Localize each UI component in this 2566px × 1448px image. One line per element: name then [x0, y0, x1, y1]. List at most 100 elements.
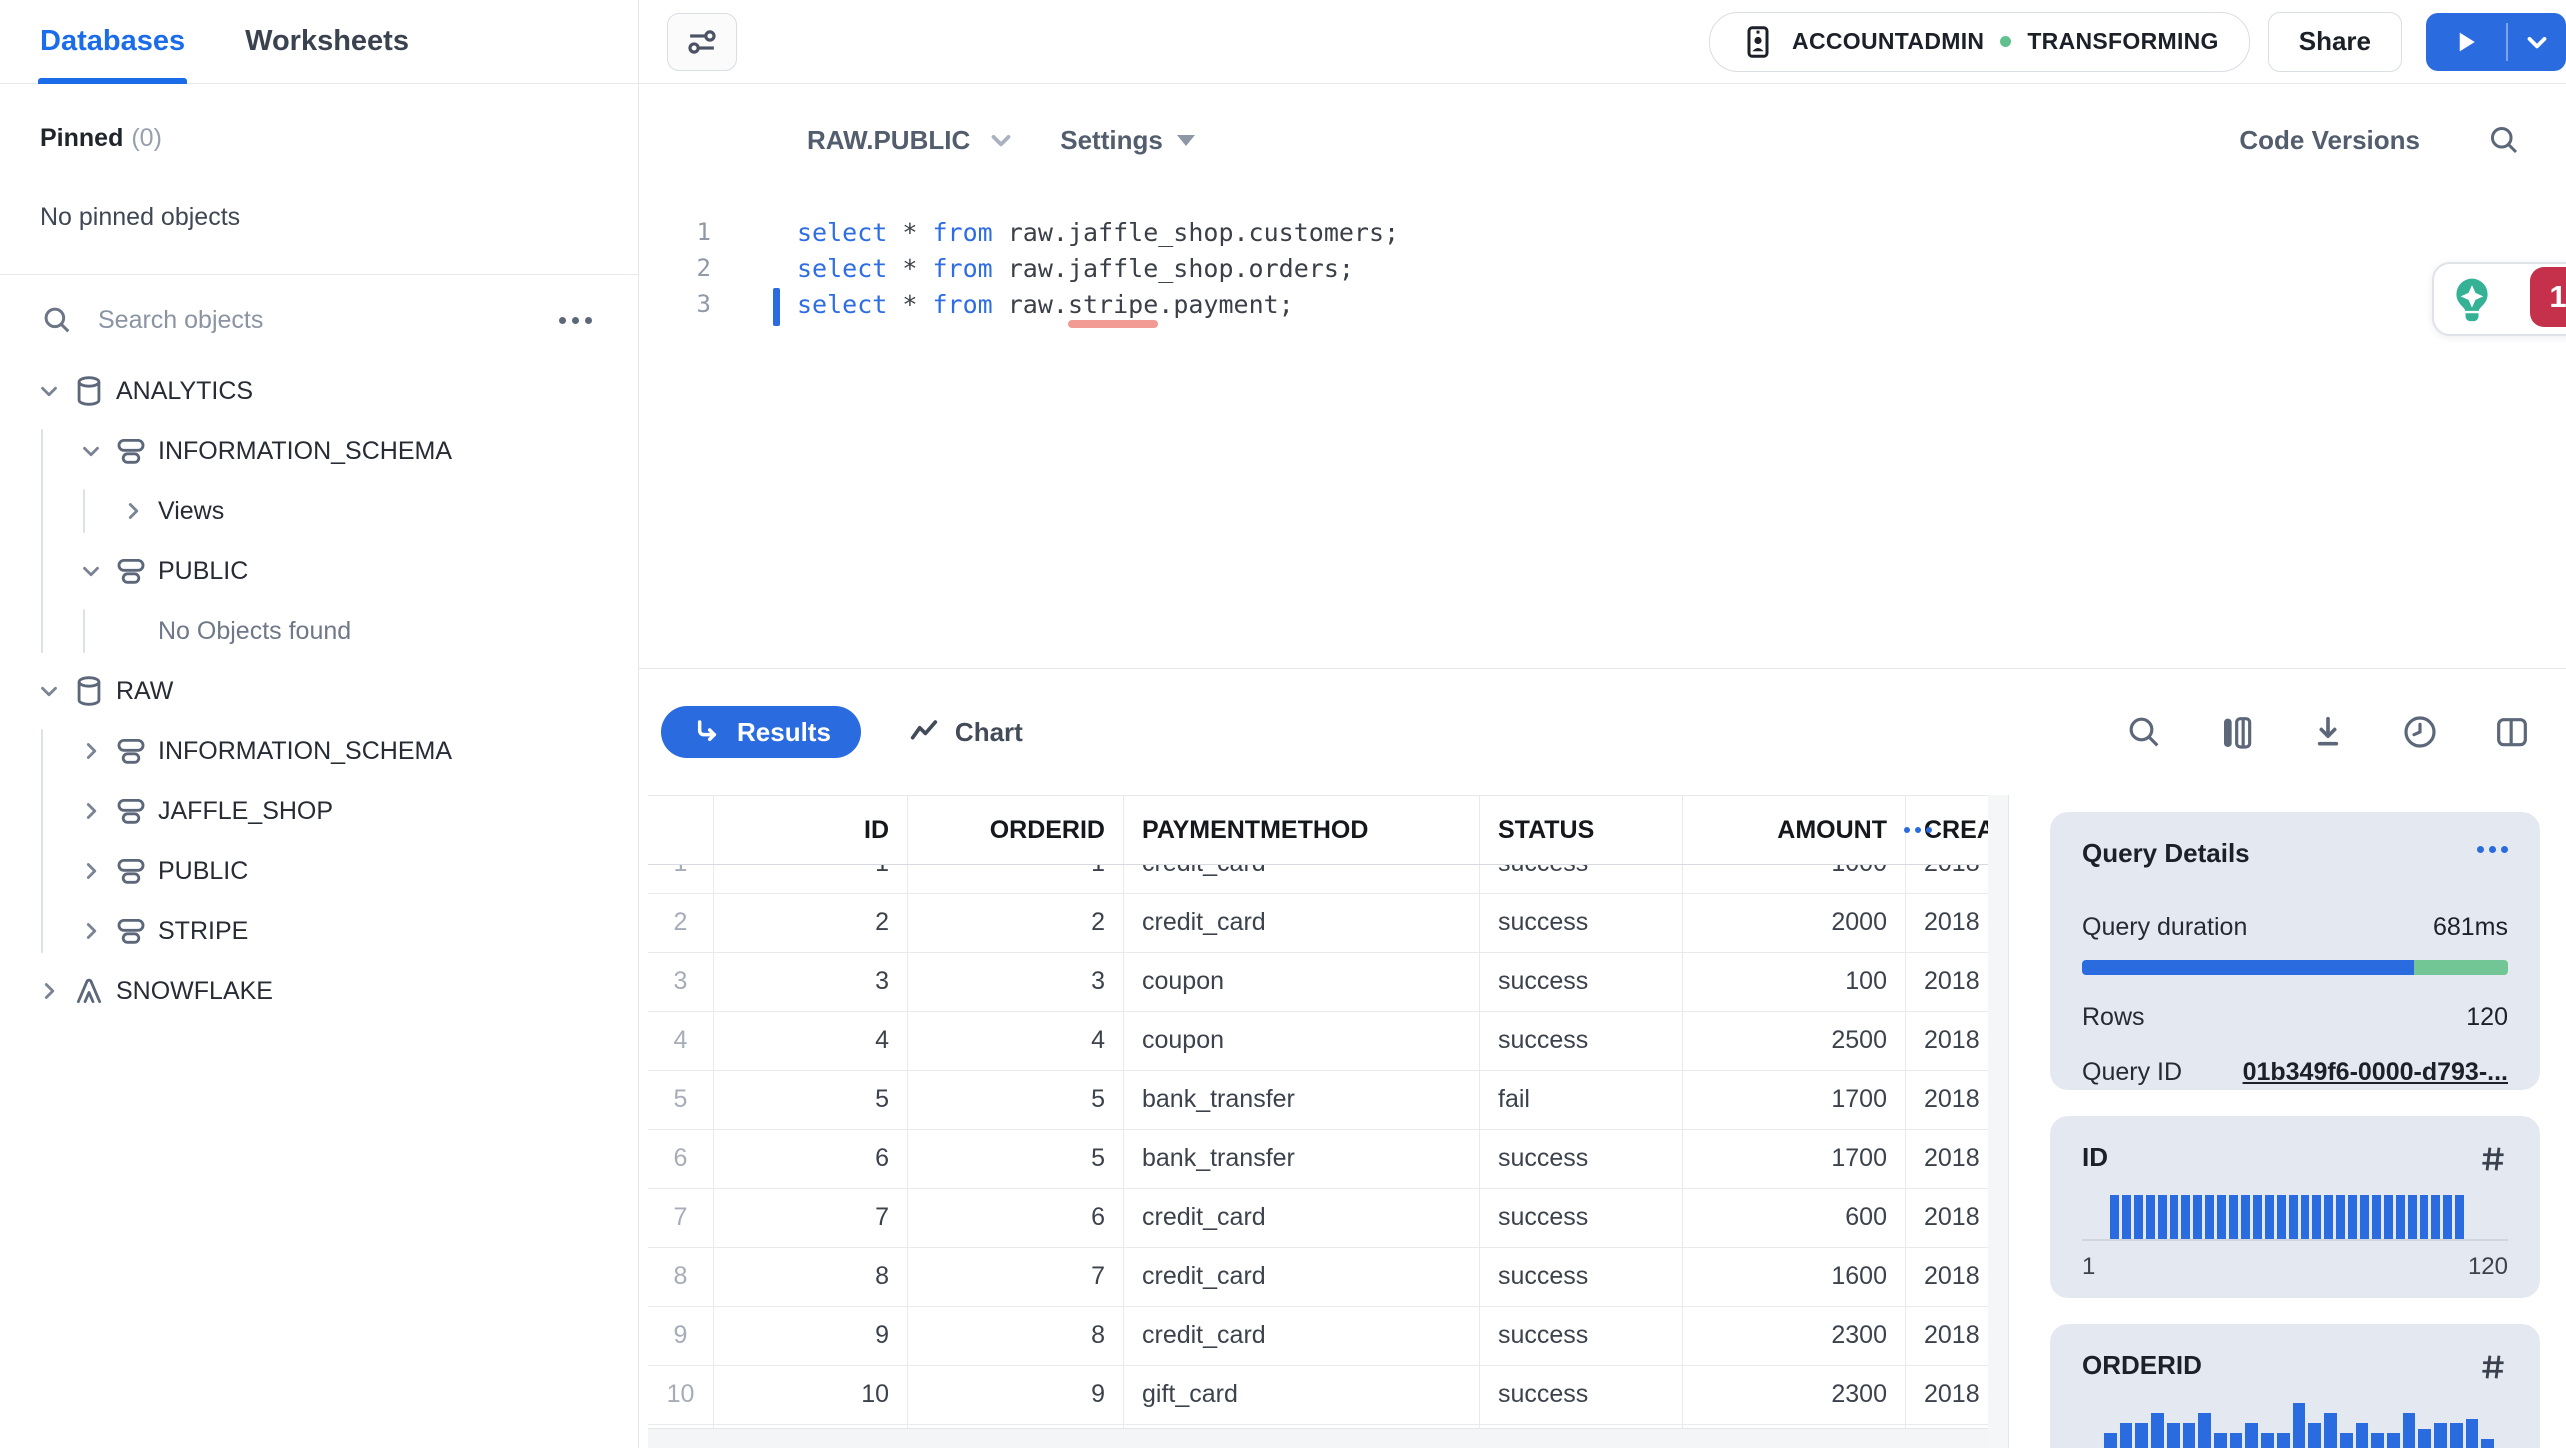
cell-status[interactable]: success [1480, 1012, 1683, 1070]
column-header-amount[interactable]: AMOUNT [1683, 796, 1906, 864]
cell-created[interactable]: 2018 [1906, 1012, 1988, 1070]
cell-orderid[interactable]: 5 [908, 1130, 1124, 1188]
table-scroll-viewport[interactable]: 111credit_cardsuccess10002018222credit_c… [648, 864, 1988, 1429]
cell-amount[interactable]: 2300 [1683, 1366, 1906, 1424]
cell-amount[interactable]: 1700 [1683, 1071, 1906, 1129]
row-number-cell[interactable]: 3 [648, 953, 714, 1011]
cell-amount[interactable]: 1600 [1683, 1248, 1906, 1306]
chevron-down-icon[interactable] [30, 674, 68, 708]
row-number-cell[interactable]: 6 [648, 1130, 714, 1188]
cell-paymentmethod[interactable]: credit_card [1124, 1248, 1480, 1306]
chevron-right-icon[interactable] [72, 854, 110, 888]
cell-id[interactable]: 5 [714, 1071, 908, 1129]
horizontal-scrollbar[interactable] [648, 1428, 1988, 1448]
row-number-cell[interactable]: 5 [648, 1071, 714, 1129]
cell-status[interactable]: success [1480, 1189, 1683, 1247]
cell-created[interactable]: 2018 [1906, 1130, 1988, 1188]
row-number-cell[interactable]: 1 [648, 864, 714, 893]
tree-item-snowflake[interactable]: SNOWFLAKE [0, 961, 638, 1021]
row-number-cell[interactable]: 9 [648, 1307, 714, 1365]
cell-status[interactable]: success [1480, 894, 1683, 952]
cell-id[interactable]: 3 [714, 953, 908, 1011]
tree-item-views[interactable]: Views [0, 481, 638, 541]
column-header-orderid[interactable]: ORDERID [908, 796, 1124, 864]
cell-orderid[interactable]: 4 [908, 1012, 1124, 1070]
tab-databases[interactable]: Databases [37, 0, 188, 84]
tree-item-raw[interactable]: RAW [0, 661, 638, 721]
editor-options-button[interactable] [667, 12, 737, 71]
chevron-right-icon[interactable] [72, 794, 110, 828]
cell-status[interactable]: success [1480, 1130, 1683, 1188]
cell-id[interactable]: 8 [714, 1248, 908, 1306]
cell-created[interactable]: 2018 [1906, 953, 1988, 1011]
row-number-cell[interactable]: 7 [648, 1189, 714, 1247]
chevron-down-icon[interactable] [72, 434, 110, 468]
column-header-created[interactable]: CREATED [1906, 796, 1988, 864]
cell-created[interactable]: 2018 [1906, 1071, 1988, 1129]
cell-status[interactable]: success [1480, 953, 1683, 1011]
editor-search-button[interactable] [2486, 122, 2522, 158]
copilot-suggestion-widget[interactable]: 1 [2432, 262, 2566, 336]
cell-id[interactable]: 6 [714, 1130, 908, 1188]
cell-orderid[interactable]: 3 [908, 953, 1124, 1011]
tab-chart[interactable]: Chart [907, 715, 1023, 749]
tree-item-stripe[interactable]: STRIPE [0, 901, 638, 961]
tree-item-information-schema[interactable]: INFORMATION_SCHEMA [0, 421, 638, 481]
column-header-status[interactable]: STATUS [1480, 796, 1683, 864]
cell-status[interactable]: success [1480, 864, 1683, 893]
cell-id[interactable]: 9 [714, 1307, 908, 1365]
chevron-down-icon[interactable] [72, 554, 110, 588]
numeric-column-icon[interactable] [2476, 1350, 2510, 1384]
cell-paymentmethod[interactable]: credit_card [1124, 894, 1480, 952]
chevron-right-icon[interactable] [114, 494, 152, 528]
cell-created[interactable]: 2018 [1906, 894, 1988, 952]
code-line-1[interactable]: 1 select * from raw.jaffle_shop.customers… [639, 214, 2566, 250]
numeric-column-icon[interactable] [2476, 1142, 2510, 1176]
history-clock-button[interactable] [2396, 708, 2444, 756]
cell-created[interactable]: 2018 [1906, 864, 1988, 893]
row-number-cell[interactable]: 2 [648, 894, 714, 952]
cell-paymentmethod[interactable]: coupon [1124, 1012, 1480, 1070]
chevron-right-icon[interactable] [72, 734, 110, 768]
column-header-paymentmethod[interactable]: PAYMENTMETHOD [1124, 796, 1480, 864]
cell-id[interactable]: 10 [714, 1366, 908, 1424]
cell-amount[interactable]: 1700 [1683, 1130, 1906, 1188]
cell-status[interactable]: fail [1480, 1071, 1683, 1129]
columns-button[interactable] [2212, 708, 2260, 756]
cell-id[interactable]: 1 [714, 864, 908, 893]
cell-orderid[interactable]: 7 [908, 1248, 1124, 1306]
cell-orderid[interactable]: 5 [908, 1071, 1124, 1129]
row-number-cell[interactable]: 10 [648, 1366, 714, 1424]
tree-item-public[interactable]: PUBLIC [0, 841, 638, 901]
cell-paymentmethod[interactable]: credit_card [1124, 1189, 1480, 1247]
cell-amount[interactable]: 600 [1683, 1189, 1906, 1247]
tree-item-jaffle-shop[interactable]: JAFFLE_SHOP [0, 781, 638, 841]
tree-item-public[interactable]: PUBLIC [0, 541, 638, 601]
objects-overflow-menu[interactable] [553, 311, 598, 330]
query-id-link[interactable]: 01b349f6-0000-d793-... [2242, 1058, 2508, 1086]
cell-paymentmethod[interactable]: coupon [1124, 953, 1480, 1011]
search-results-button[interactable] [2120, 708, 2168, 756]
cell-orderid[interactable]: 2 [908, 894, 1124, 952]
cell-created[interactable]: 2018 [1906, 1366, 1988, 1424]
row-number-cell[interactable]: 8 [648, 1248, 714, 1306]
cell-status[interactable]: success [1480, 1366, 1683, 1424]
code-versions-button[interactable]: Code Versions [2239, 124, 2420, 155]
cell-orderid[interactable]: 8 [908, 1307, 1124, 1365]
cell-amount[interactable]: 2300 [1683, 1307, 1906, 1365]
tree-item-information-schema[interactable]: INFORMATION_SCHEMA [0, 721, 638, 781]
chevron-right-icon[interactable] [30, 974, 68, 1008]
context-selector-button[interactable]: ACCOUNTADMIN TRANSFORMING [1709, 11, 2250, 72]
cell-created[interactable]: 2018 [1906, 1307, 1988, 1365]
column-menu-ellipsis[interactable] [1904, 796, 1932, 864]
cell-id[interactable]: 4 [714, 1012, 908, 1070]
column-header-id[interactable]: ID [714, 796, 908, 864]
code-line-2[interactable]: 2 select * from raw.jaffle_shop.orders; [639, 250, 2566, 286]
cell-id[interactable]: 7 [714, 1189, 908, 1247]
cell-orderid[interactable]: 1 [908, 864, 1124, 893]
cell-orderid[interactable]: 9 [908, 1366, 1124, 1424]
cell-paymentmethod[interactable]: credit_card [1124, 1307, 1480, 1365]
code-editor[interactable]: 1 select * from raw.jaffle_shop.customers… [639, 214, 2566, 326]
tab-worksheets[interactable]: Worksheets [245, 25, 409, 57]
chevron-right-icon[interactable] [72, 914, 110, 948]
